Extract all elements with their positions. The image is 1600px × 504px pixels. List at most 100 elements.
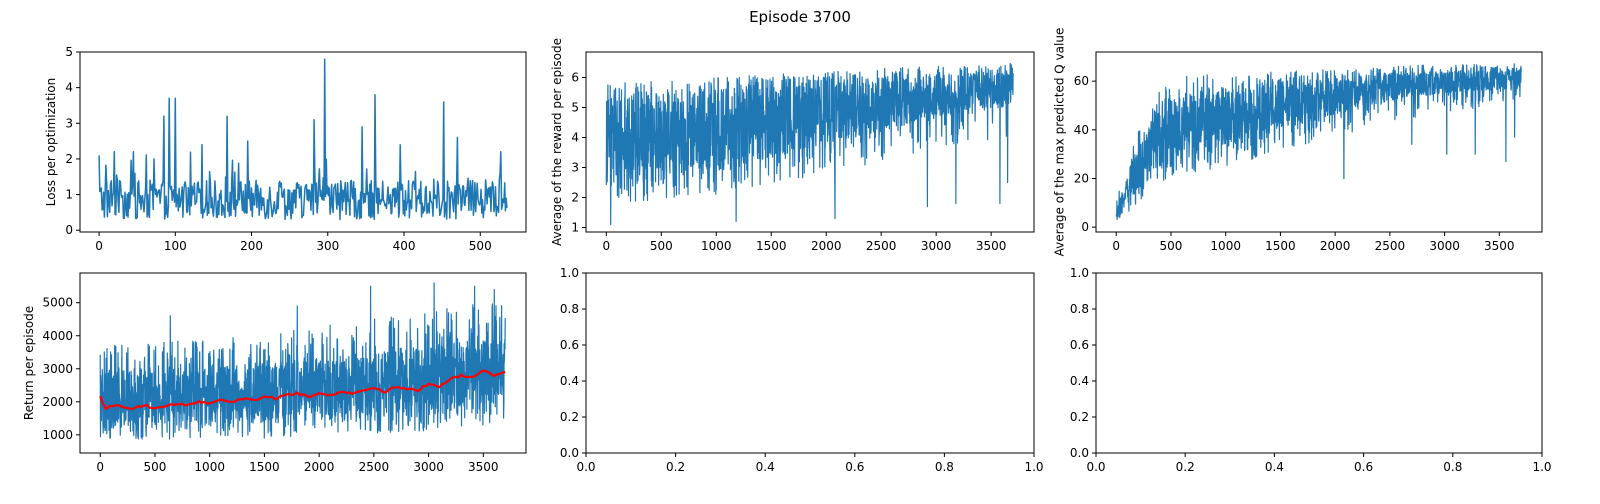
y-tick-label: 6 [571,71,579,85]
y-tick-label: 4000 [42,329,73,343]
x-tick-label: 3000 [1429,239,1460,253]
subplot-return: 0 500 1000 1500 2000 2500 3000 3500 1000 2000 3000… [22,272,527,474]
y-tick-label: 60 [1074,74,1089,88]
x-tick-label: 100 [164,239,187,253]
y-tick-label: 2 [571,191,579,205]
x-tick-label: 2000 [304,460,335,474]
plot-area-max-q [1115,63,1522,221]
y-tick-label: 4 [65,81,73,95]
x-tick-label: 400 [393,239,416,253]
x-tick-label: 1000 [701,239,732,253]
y-tick-label: 3 [571,161,579,175]
x-tick-label: 0.2 [1176,460,1195,474]
y-tick-label: 0 [65,223,73,237]
subplot-empty-2: 0.0 0.2 0.4 0.6 0.8 1.0 0.0 0.2 0.4 0.6 0.8 1.0 [1070,266,1552,474]
y-axis-label: Average of the max predicted Q value [1053,28,1067,257]
x-tick-label: 0.6 [1354,460,1373,474]
y-tick-label: 40 [1074,123,1089,137]
x-tick-label: 3500 [468,460,499,474]
y-tick-label: 3000 [42,362,73,376]
x-tick-label: 500 [650,239,673,253]
x-tick-label: 3500 [976,239,1007,253]
x-tick-label: 1500 [1265,239,1296,253]
x-tick-label: 0.4 [1265,460,1284,474]
y-tick-label: 1.0 [560,266,579,280]
x-tick-label: 0 [603,239,611,253]
y-tick-label: 0.4 [560,374,579,388]
plot-area-avg-reward [605,62,1014,226]
y-tick-label: 0.2 [1070,410,1089,424]
x-tick-label: 500 [144,460,167,474]
x-tick-label: 0.8 [935,460,954,474]
subplot-avg-reward: 0 500 1000 1500 2000 2500 3000 3500 1 2 3 4 5 6 Averag… [550,38,1035,253]
axes-frame [79,51,527,233]
moving-average-line [99,369,506,411]
y-tick-label: 0.0 [560,446,579,460]
x-tick-label: 0.4 [756,460,775,474]
y-tick-label: 5 [65,45,73,59]
y-tick-label: 2 [65,152,73,166]
y-tick-label: 5 [571,101,579,115]
series-line [1115,63,1522,221]
x-tick-label: 3500 [1484,239,1515,253]
y-tick-label: 20 [1074,171,1089,185]
y-tick-label: 0.6 [1070,338,1089,352]
series-line [99,282,506,440]
subplot-empty-1: 0.0 0.2 0.4 0.6 0.8 1.0 0.0 0.2 0.4 0.6 0.8 1.0 [560,266,1044,474]
x-tick-label: 1500 [249,460,280,474]
x-tick-label: 500 [1160,239,1183,253]
x-tick-label: 2500 [1375,239,1406,253]
x-tick-label: 1000 [1210,239,1241,253]
y-tick-label: 0.2 [560,410,579,424]
y-tick-label: 0.4 [1070,374,1089,388]
x-tick-label: 0.6 [845,460,864,474]
y-tick-label: 1 [571,221,579,235]
y-tick-label: 0.8 [1070,302,1089,316]
x-tick-label: 2000 [811,239,842,253]
x-tick-label: 2500 [359,460,390,474]
x-tick-label: 200 [240,239,263,253]
axes-frame [79,272,527,454]
figure-title: Episode 3700 [749,8,851,26]
x-tick-label: 0 [1112,239,1120,253]
y-axis-label: Return per episode [22,306,36,420]
x-tick-label: 1500 [756,239,787,253]
plot-area-loss [98,58,508,221]
y-tick-label: 1 [65,188,73,202]
y-tick-label: 4 [571,131,579,145]
x-tick-label: 1000 [194,460,225,474]
x-tick-label: 2500 [866,239,897,253]
y-axis-label: Average of the reward per episode [550,38,564,246]
plot-area-return [99,282,506,440]
subplot-max-q: 0 500 1000 1500 2000 2500 3000 3500 0 20 40 60 Avera… [1053,28,1543,257]
x-tick-label: 0.8 [1443,460,1462,474]
x-tick-label: 0 [96,460,104,474]
x-tick-label: 1.0 [1024,460,1043,474]
x-tick-label: 0.0 [576,460,595,474]
x-tick-label: 1.0 [1532,460,1551,474]
y-axis-label: Loss per optimization [44,78,58,207]
y-tick-label: 2000 [42,395,73,409]
y-tick-label: 0.0 [1070,446,1089,460]
x-tick-label: 2000 [1320,239,1351,253]
series-line [605,62,1014,226]
x-tick-label: 300 [316,239,339,253]
y-tick-label: 1000 [42,428,73,442]
y-tick-label: 0 [1081,220,1089,234]
x-tick-label: 0 [95,239,103,253]
x-tick-label: 3000 [413,460,444,474]
axes-frame [1095,272,1543,454]
x-tick-label: 3000 [921,239,952,253]
x-tick-label: 0.2 [666,460,685,474]
y-tick-label: 3 [65,116,73,130]
y-tick-label: 0.8 [560,302,579,316]
y-tick-label: 0.6 [560,338,579,352]
axes-frame [585,51,1035,233]
axes-frame [1095,51,1543,233]
axes-frame [585,272,1035,454]
x-tick-label: 0.0 [1086,460,1105,474]
x-tick-label: 500 [469,239,492,253]
series-line [98,58,508,221]
